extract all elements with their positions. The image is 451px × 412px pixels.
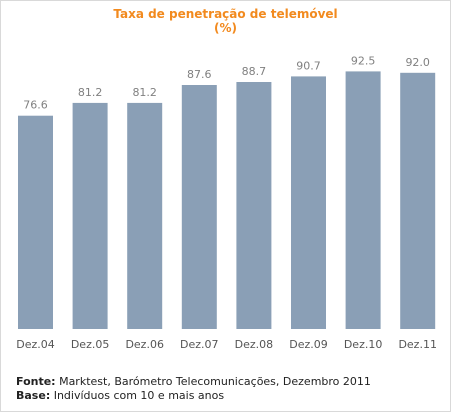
- chart-title: Taxa de penetração de telemóvel: [113, 7, 338, 21]
- bar-Dez.10: [345, 71, 381, 330]
- x-tick-label: Dez.06: [125, 338, 164, 351]
- x-tick-label: Dez.11: [398, 338, 437, 351]
- value-label: 81.2: [132, 86, 157, 99]
- base-text: Indivíduos com 10 e mais anos: [50, 389, 225, 402]
- chart-title-block: Taxa de penetração de telemóvel (%): [0, 7, 451, 35]
- value-label: 92.5: [351, 54, 376, 67]
- x-tick-label: Dez.08: [235, 338, 274, 351]
- source-note: Fonte: Marktest, Barómetro Telecomunicaç…: [16, 375, 371, 403]
- bar-Dez.09: [291, 76, 326, 330]
- value-label: 87.6: [187, 68, 212, 81]
- bar-Dez.07: [181, 85, 217, 329]
- source-text: Marktest, Barómetro Telecomunicações, De…: [55, 375, 371, 388]
- source-label: Fonte:: [16, 375, 56, 388]
- bar-Dez.06: [127, 102, 163, 330]
- x-tick-label: Dez.10: [344, 338, 383, 351]
- value-label: 88.7: [242, 65, 267, 78]
- base-line: Base: Indivíduos com 10 e mais anos: [16, 389, 371, 403]
- x-tick-label: Dez.09: [289, 338, 328, 351]
- value-label: 90.7: [296, 59, 321, 72]
- value-label: 76.6: [23, 99, 48, 112]
- bar-Dez.04: [18, 115, 53, 329]
- bar-Dez.08: [236, 82, 272, 329]
- bar-Dez.05: [72, 102, 108, 330]
- source-line: Fonte: Marktest, Barómetro Telecomunicaç…: [16, 375, 371, 389]
- x-tick-label: Dez.07: [180, 338, 219, 351]
- bar-Dez.11: [400, 72, 436, 330]
- base-label: Base:: [16, 389, 51, 402]
- x-tick-label: Dez.05: [71, 338, 110, 351]
- chart-subtitle: (%): [214, 21, 237, 35]
- value-label: 92.0: [405, 56, 430, 69]
- x-tick-label: Dez.04: [16, 338, 55, 351]
- value-label: 81.2: [78, 86, 103, 99]
